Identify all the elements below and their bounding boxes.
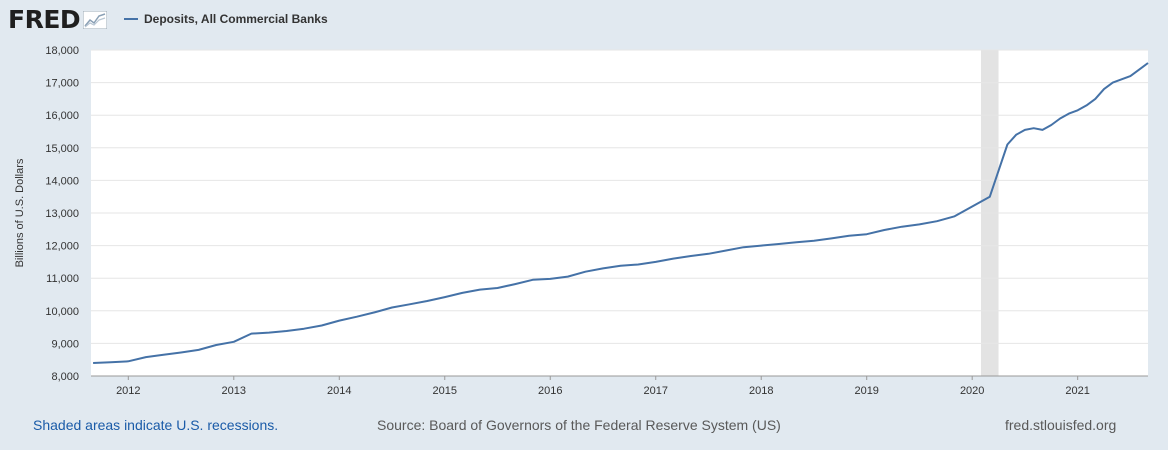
x-tick-label: 2013 [222, 385, 246, 397]
x-tick-label: 2019 [854, 385, 878, 397]
y-axis-title: Billions of U.S. Dollars [14, 158, 26, 267]
y-tick-label: 18,000 [45, 45, 79, 57]
x-tick-label: 2016 [538, 385, 562, 397]
fred-logo-text: FRED [8, 5, 81, 34]
y-tick-label: 11,000 [46, 273, 79, 285]
legend-label: Deposits, All Commercial Banks [144, 12, 328, 26]
x-tick-label: 2012 [116, 385, 140, 397]
y-tick-label: 14,000 [45, 175, 79, 187]
legend-swatch [124, 18, 138, 20]
fred-graph-icon [83, 11, 108, 29]
source-note: Source: Board of Governors of the Federa… [377, 417, 781, 433]
y-tick-label: 9,000 [51, 338, 79, 350]
fred-logo[interactable]: FRED [8, 5, 108, 34]
recession-note: Shaded areas indicate U.S. recessions. [33, 417, 279, 433]
x-tick-label: 2015 [433, 385, 457, 397]
x-tick-label: 2021 [1065, 385, 1089, 397]
site-link[interactable]: fred.stlouisfed.org [1005, 417, 1117, 433]
x-tick-label: 2020 [960, 385, 984, 397]
x-tick-label: 2014 [327, 385, 351, 397]
chart-legend: Deposits, All Commercial Banks [124, 12, 328, 26]
y-tick-label: 16,000 [45, 110, 79, 122]
x-tick-label: 2017 [643, 385, 667, 397]
y-tick-label: 17,000 [45, 78, 79, 90]
series-line[interactable] [93, 62, 1149, 364]
chart[interactable]: 8,000 9,000 10,000 11,000 12,000 13,000 14,000… [0, 0, 1168, 410]
y-tick-label: 8,000 [51, 371, 79, 383]
y-tick-label: 12,000 [45, 241, 79, 253]
y-tick-label: 13,000 [45, 208, 79, 220]
x-tick-label: 2018 [749, 385, 773, 397]
y-tick-label: 15,000 [45, 143, 79, 155]
y-tick-label: 10,000 [45, 306, 79, 318]
